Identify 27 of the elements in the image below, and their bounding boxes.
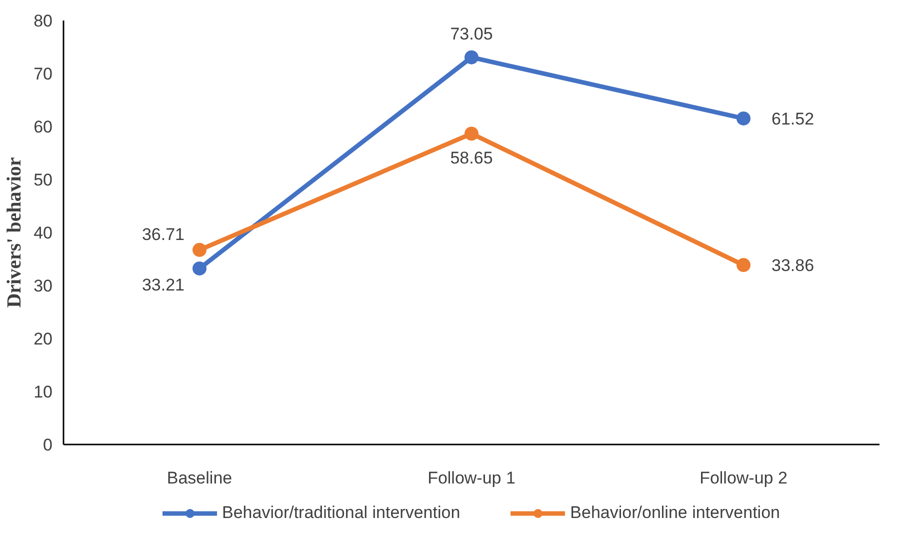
y-tick-label: 10 [34,382,53,402]
data-label: 58.65 [450,148,493,168]
data-label: 61.52 [772,109,814,128]
point [192,262,206,276]
y-tick-label: 60 [34,118,53,136]
y-tick-label: 0 [43,436,53,454]
y-tick-label: 30 [34,276,53,296]
point [736,111,750,126]
data-label: 36.71 [142,224,185,244]
y-tick-label: 50 [34,170,53,190]
y-tick-label: 40 [34,224,53,242]
point [192,242,206,257]
x-tick-label: Follow-up 1 [428,468,516,488]
y-tick-label: 70 [34,64,53,84]
y-axis-title: Drivers' behavior [4,157,26,308]
legend-label: Behavior/online intervention [570,502,780,522]
x-tick-label: Baseline [166,468,232,488]
point [464,126,478,141]
data-label: 33.86 [772,256,814,276]
y-tick-label: 80 [34,12,53,30]
point [464,50,478,64]
data-label: 73.05 [450,24,493,44]
x-tick-label: Follow-up 2 [700,468,788,488]
legend-label: Behavior/traditional intervention [222,502,460,522]
data-label: 33.21 [142,275,185,294]
point [736,258,750,272]
y-tick-label: 20 [34,330,53,348]
